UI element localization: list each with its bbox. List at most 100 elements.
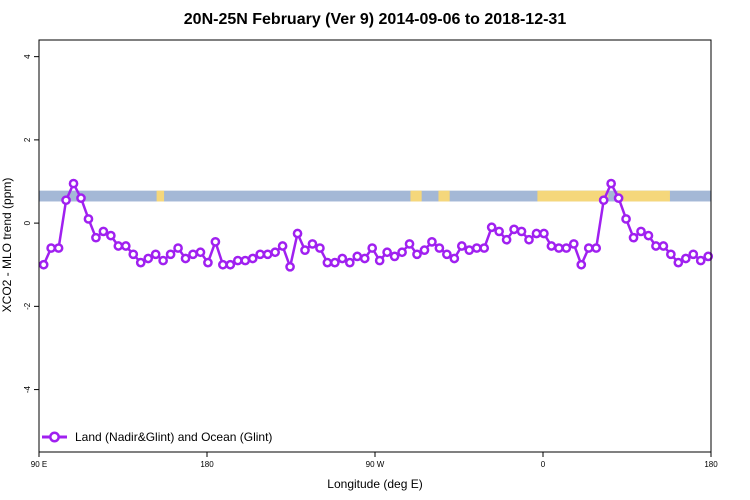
data-point — [46, 243, 56, 253]
data-point — [158, 255, 168, 266]
data-point — [419, 245, 430, 256]
data-point — [568, 239, 579, 249]
data-point — [277, 241, 288, 251]
data-point — [456, 241, 467, 251]
data-point — [442, 249, 452, 260]
data-point — [113, 241, 124, 251]
ocean-band — [39, 190, 711, 202]
data-point — [643, 230, 654, 241]
data-point — [180, 253, 191, 264]
data-point — [531, 228, 542, 239]
data-point — [195, 247, 206, 258]
data-point — [486, 222, 497, 233]
data-point — [546, 241, 557, 251]
data-point — [404, 239, 415, 249]
data-point — [606, 178, 616, 189]
x-tick-label: 90 W — [366, 460, 385, 469]
data-point — [554, 243, 564, 253]
data-point — [494, 226, 504, 237]
data-point — [471, 243, 482, 253]
data-point — [98, 226, 109, 237]
data-point — [135, 257, 146, 268]
data-point — [389, 251, 400, 262]
y-tick-label: -4 — [23, 385, 32, 393]
x-tick-label: 180 — [704, 460, 718, 469]
data-point — [680, 253, 691, 264]
data-point — [285, 261, 295, 272]
data-point — [143, 253, 154, 264]
data-point — [83, 214, 94, 224]
data-point — [61, 195, 71, 206]
x-axis-label: Longitude (deg E) — [327, 477, 422, 491]
data-point — [636, 226, 646, 237]
land-segment-2 — [438, 190, 450, 202]
data-point — [300, 245, 310, 256]
series-layer — [38, 178, 714, 272]
data-point — [165, 249, 176, 260]
data-point — [621, 214, 631, 224]
data-point — [262, 249, 273, 260]
data-point — [561, 243, 572, 253]
x-tick-label: 180 — [200, 460, 214, 469]
data-point — [315, 243, 325, 253]
data-point — [539, 228, 549, 239]
legend-marker-swatch — [49, 431, 60, 443]
data-point — [695, 255, 706, 266]
legend-label: Land (Nadir&Glint) and Ocean (Glint) — [75, 430, 272, 444]
data-point — [247, 253, 258, 264]
data-point — [412, 249, 422, 260]
data-point — [128, 249, 139, 260]
land-ocean-band — [39, 190, 711, 202]
land-segment-4 — [617, 190, 670, 202]
data-point — [598, 195, 609, 206]
data-point — [516, 226, 527, 237]
data-point — [106, 230, 116, 241]
data-point — [576, 259, 587, 270]
data-point — [270, 247, 280, 258]
data-point — [188, 249, 198, 260]
data-point — [591, 243, 602, 253]
data-point — [509, 224, 519, 235]
data-point — [203, 257, 213, 268]
data-point — [255, 249, 266, 260]
x-tick-label: 90 E — [31, 460, 47, 469]
y-tick-label: -2 — [23, 302, 32, 310]
data-point — [330, 257, 340, 268]
data-point — [382, 247, 392, 258]
data-point — [464, 245, 475, 256]
data-point — [449, 253, 460, 264]
data-point — [367, 243, 378, 253]
legend: Land (Nadir&Glint) and Ocean (Glint) — [42, 430, 272, 444]
data-point — [501, 234, 512, 245]
data-point — [666, 249, 676, 260]
data-point — [673, 257, 684, 268]
data-point — [53, 243, 64, 253]
data-point — [76, 193, 86, 203]
data-point — [359, 253, 370, 264]
land-segment-3 — [537, 190, 609, 202]
data-point — [225, 259, 236, 270]
data-point — [688, 249, 699, 260]
data-point — [703, 251, 714, 262]
data-point — [397, 247, 407, 258]
y-tick-label: 2 — [23, 137, 32, 142]
data-point — [292, 228, 303, 239]
data-point — [322, 257, 333, 268]
data-point — [150, 249, 161, 260]
data-point — [658, 241, 669, 251]
data-point — [628, 232, 639, 243]
data-point — [68, 178, 79, 189]
data-point — [613, 193, 624, 203]
data-point — [344, 257, 355, 268]
y-axis-label: XCO2 - MLO trend (ppm) — [0, 178, 14, 313]
land-segment-0 — [156, 190, 165, 202]
data-point — [307, 239, 318, 249]
data-point — [210, 236, 221, 247]
data-point — [651, 241, 661, 251]
y-tick-label: 0 — [23, 220, 32, 225]
data-point — [374, 255, 385, 266]
data-point — [91, 232, 101, 243]
land-segment-1 — [410, 190, 422, 202]
data-point — [524, 234, 534, 245]
